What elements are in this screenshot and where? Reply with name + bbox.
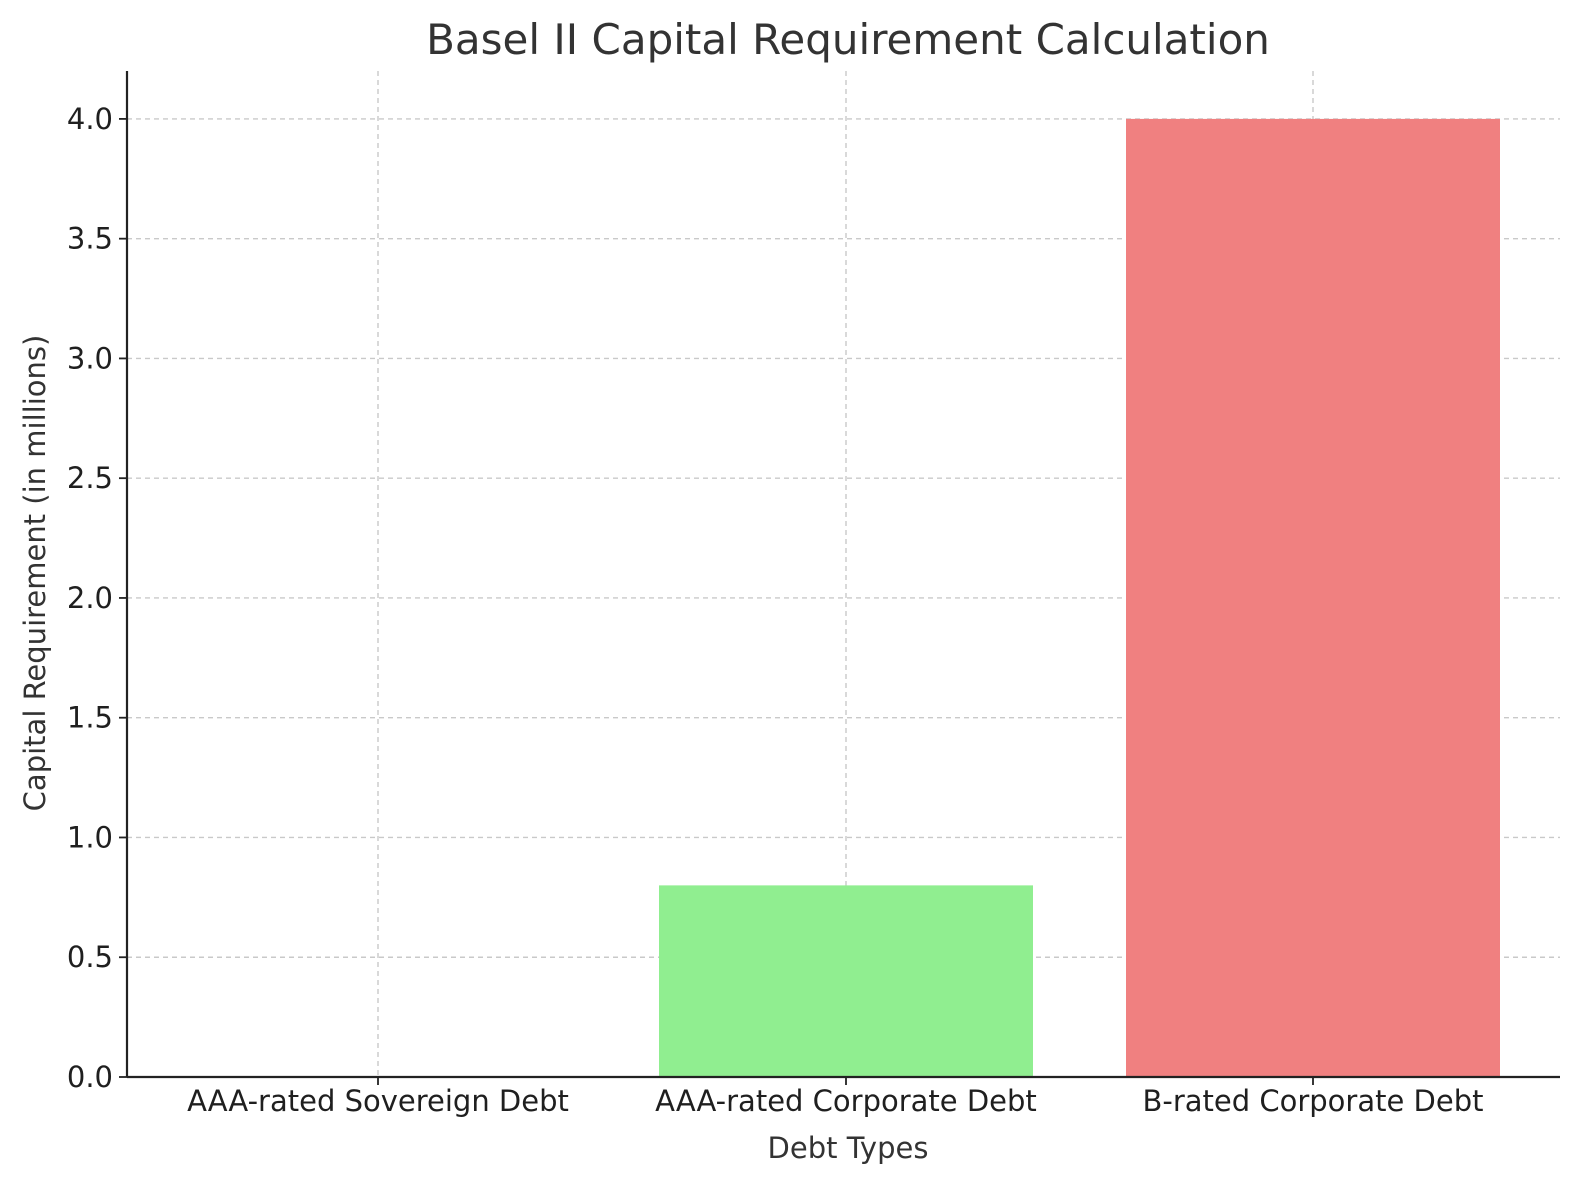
- y-axis-label: Capital Requirement (in millions): [18, 335, 52, 812]
- y-tick-label: 0.5: [67, 940, 113, 974]
- bars: [659, 118, 1500, 1077]
- y-axis-ticks: 0.0 0.5 1.0 1.5 2.0 2.5 3.0 3.5 4.0: [67, 102, 127, 1094]
- y-tick-label: 2.5: [67, 461, 113, 495]
- x-axis-ticks: AAA-rated Sovereign Debt AAA-rated Corpor…: [187, 1077, 1484, 1118]
- y-tick-label: 0.0: [67, 1060, 113, 1094]
- bar-2: [659, 885, 1033, 1077]
- bar-3: [1126, 118, 1500, 1077]
- y-tick-label: 1.0: [67, 820, 113, 854]
- x-axis-label: Debt Types: [768, 1131, 929, 1165]
- x-tick-label: AAA-rated Corporate Debt: [655, 1084, 1037, 1118]
- chart-title: Basel II Capital Requirement Calculation: [426, 15, 1270, 64]
- y-tick-label: 4.0: [67, 102, 113, 136]
- y-tick-label: 2.0: [67, 581, 113, 615]
- y-tick-label: 1.5: [67, 701, 113, 735]
- y-tick-label: 3.5: [67, 222, 113, 256]
- y-tick-label: 3.0: [67, 341, 113, 375]
- x-tick-label: AAA-rated Sovereign Debt: [187, 1084, 569, 1118]
- x-tick-label: B-rated Corporate Debt: [1142, 1084, 1483, 1118]
